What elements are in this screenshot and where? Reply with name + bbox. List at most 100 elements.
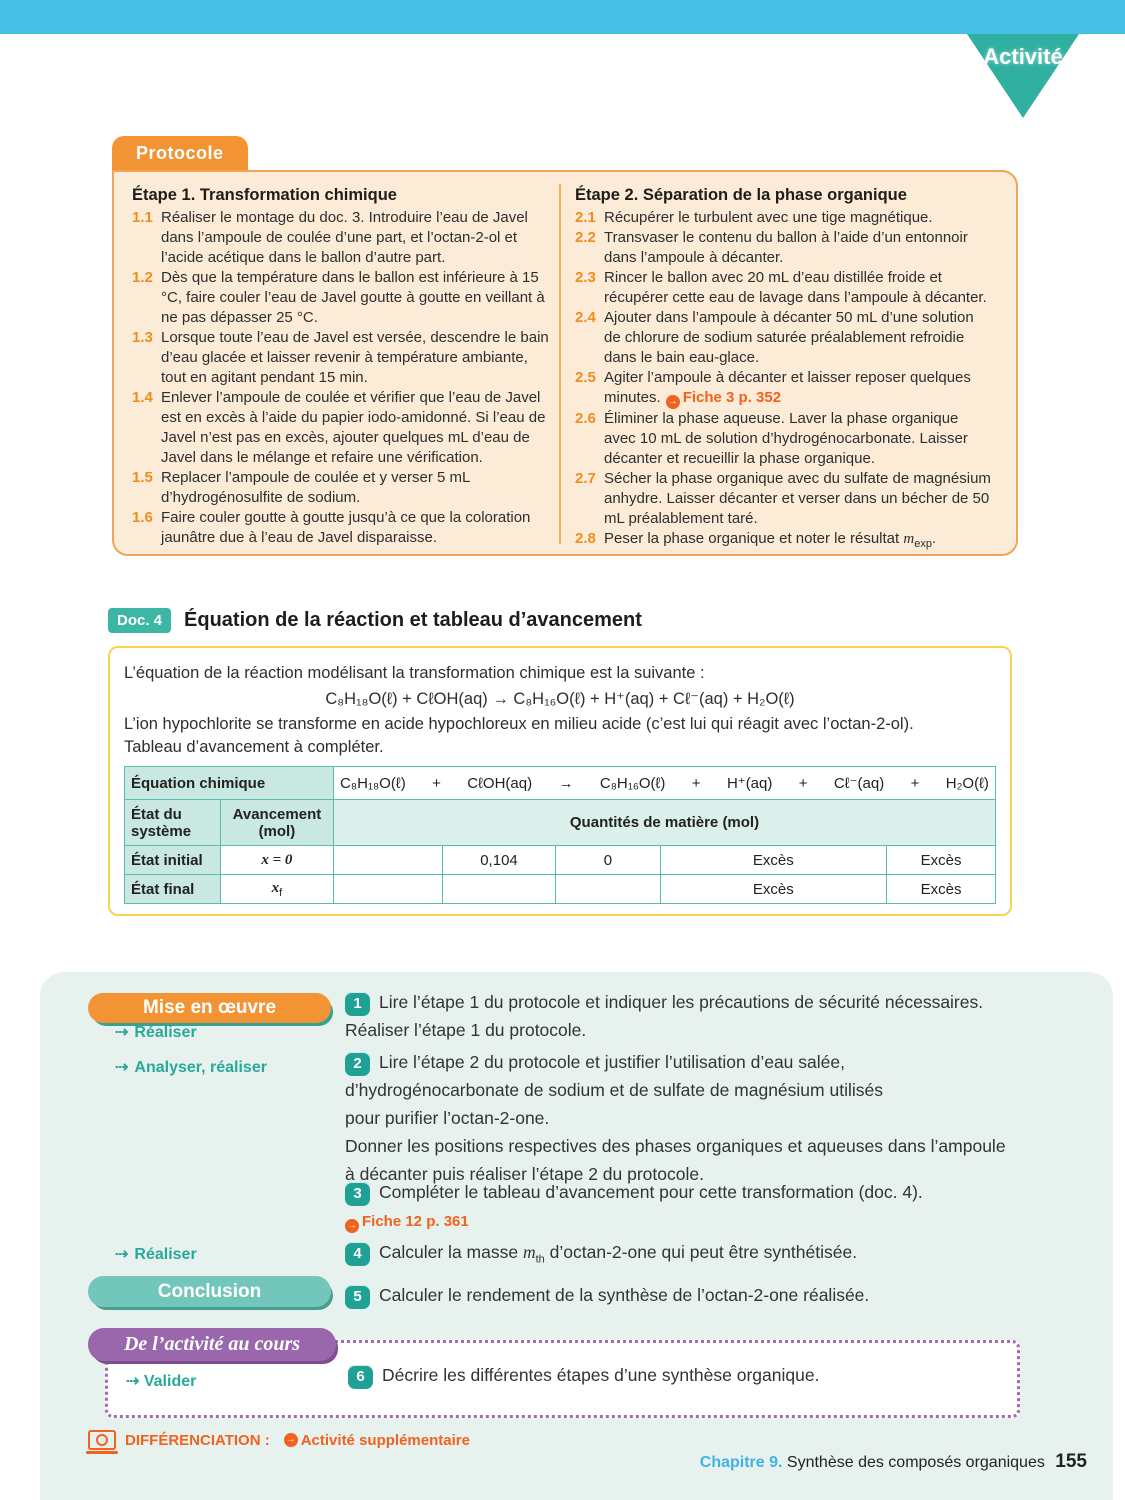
dashed-arrow-icon: ⇢ — [115, 1059, 129, 1076]
species: C₈H₁₈O(ℓ) — [340, 774, 406, 792]
arrow-circle-icon: → — [345, 1219, 359, 1233]
question-number-badge: 6 — [348, 1365, 373, 1389]
equation-cell: C₈H₁₈O(ℓ) + CℓOH(aq) → C₈H₁₆O(ℓ) + H⁺(aq… — [333, 766, 996, 800]
protocol-step: 2.6 Éliminer la phase aqueuse. Laver la … — [575, 409, 994, 469]
step-text: Faire couler goutte à goutte jusqu’à ce … — [161, 509, 531, 546]
question-1: 1 Lire l’étape 1 du protocole et indiquer… — [345, 988, 1057, 1044]
step-text: Réaliser le montage du doc. 3. Introduir… — [161, 209, 528, 266]
step-text: Replacer l’ampoule de coulée et y verser… — [161, 469, 470, 506]
final-state-row: État final xf Excès Excès — [124, 874, 996, 904]
qty-cell: 0,104 — [441, 845, 557, 875]
species: H₂O(ℓ) — [945, 774, 989, 792]
step-text-tail: . — [931, 530, 937, 547]
skill-realiser-2: ⇢ Réaliser — [115, 1244, 197, 1264]
step-text: Peser la phase organique et noter le rés… — [604, 529, 994, 554]
question-4: 4 Calculer la masse mth d’octan-2-one qui… — [345, 1238, 1057, 1274]
step-number: 1.3 — [132, 329, 153, 346]
top-cyan-band — [0, 0, 1125, 34]
protocol-step: 1.3 Lorsque toute l’eau de Javel est ver… — [132, 328, 551, 388]
chapter-title: Synthèse des composés organiques — [786, 1454, 1045, 1471]
protocol-step: 1.4 Enlever l’ampoule de coulée et vérif… — [132, 388, 551, 468]
question-number-badge: 4 — [345, 1242, 370, 1266]
fiche-reference-link[interactable]: → Fiche 3 p. 352 — [661, 389, 781, 409]
activity-flag-triangle — [967, 34, 1079, 118]
step-text: Transvaser le contenu du ballon à l’aide… — [604, 229, 968, 266]
fiche-reference-link[interactable]: → Fiche 12 p. 361 — [345, 1213, 469, 1233]
skill-label: Analyser, réaliser — [134, 1059, 267, 1076]
species: H⁺(aq) — [726, 775, 773, 792]
avancement-table: Équation chimique C₈H₁₈O(ℓ) + CℓOH(aq) →… — [123, 766, 996, 904]
question-text: Lire l’étape 1 du protocole et indiquer … — [345, 992, 984, 1040]
protocol-step: 2.2 Transvaser le contenu du ballon à l’… — [575, 228, 994, 268]
variable-x-sub: f — [279, 887, 283, 899]
skill-realiser-1: ⇢ Réaliser — [115, 1022, 197, 1042]
question-text: Compléter le tableau d’avancement pour c… — [379, 1182, 923, 1202]
question-number-badge: 2 — [345, 1052, 370, 1076]
differenciation-label: DIFFÉRENCIATION : — [125, 1431, 270, 1449]
question-6: 6 Décrire les différentes étapes d’une sy… — [348, 1365, 819, 1389]
arrow-circle-icon: → — [665, 395, 680, 409]
qty-cell: 0 — [555, 845, 661, 875]
qty-cell: Excès — [659, 874, 888, 904]
question-5: 5 Calculer le rendement de la synthèse de… — [345, 1281, 1057, 1309]
question-text-post: d’octan-2-one qui peut être synthétisée. — [544, 1242, 858, 1262]
question-text: Décrire les différentes étapes d’une syn… — [382, 1365, 820, 1385]
protocole-column-etape2: Étape 2. Séparation de la phase organiqu… — [559, 184, 1002, 550]
protocole-tab: Protocole — [112, 136, 248, 170]
doc4-box: L’équation de la réaction modélisant la … — [108, 646, 1012, 916]
skill-label: Réaliser — [134, 1024, 197, 1041]
question-text-pre: Calculer la masse — [379, 1242, 523, 1262]
table-header-row: État du système Avancement (mol) Quantit… — [124, 799, 996, 846]
step-text: Sécher la phase organique avec du sulfat… — [604, 470, 991, 527]
step-text: Ajouter dans l’ampoule à décanter 50 mL … — [604, 309, 974, 366]
step-text: Lorsque toute l’eau de Javel est versée,… — [161, 329, 549, 386]
step-number: 2.3 — [575, 269, 596, 286]
qty-cell: Excès — [659, 845, 888, 875]
protocol-step: 1.6 Faire couler goutte à goutte jusqu’à… — [132, 508, 551, 548]
protocol-step: 2.3 Rincer le ballon avec 20 mL d’eau di… — [575, 268, 994, 308]
plus-sign: + — [910, 774, 920, 792]
step-number: 1.1 — [132, 209, 153, 226]
etape1-title: Étape 1. Transformation chimique — [132, 186, 397, 204]
doc4-header: Doc. 4 Équation de la réaction et tablea… — [108, 608, 642, 633]
step-text: Éliminer la phase aqueuse. Laver la phas… — [604, 410, 968, 467]
qty-cell-empty[interactable] — [333, 845, 443, 875]
table-equation-row: Équation chimique C₈H₁₈O(ℓ) + CℓOH(aq) →… — [123, 766, 996, 800]
question-number-badge: 1 — [345, 992, 370, 1016]
state-header-cell: État du système — [124, 799, 221, 846]
differenciation-row: DIFFÉRENCIATION : → Activité supplémentai… — [86, 1430, 470, 1454]
dashed-arrow-icon: ⇢ — [126, 1373, 140, 1390]
avancement-initial: x = 0 — [219, 845, 335, 875]
species: C₈H₁₆O(ℓ) — [599, 774, 666, 792]
activity-flag-label: Activité — [983, 44, 1063, 69]
step-number: 2.6 — [575, 410, 596, 427]
variable-x: x — [271, 880, 280, 896]
protocol-step: 2.4 Ajouter dans l’ampoule à décanter 50… — [575, 308, 994, 368]
doc4-note2: Tableau d’avancement à compléter. — [124, 738, 384, 756]
activite-supplementaire-link[interactable]: → Activité supplémentaire — [279, 1432, 470, 1449]
question-2: 2 Lire l’étape 2 du protocole et justifie… — [345, 1048, 1057, 1188]
qty-cell-empty[interactable] — [333, 874, 443, 904]
question-number-badge: 3 — [345, 1182, 370, 1206]
skill-label: Valider — [143, 1373, 197, 1390]
qty-cell-empty[interactable] — [441, 874, 557, 904]
reaction-equation: C₈H₁₈O(ℓ) + CℓOH(aq) → C₈H₁₆O(ℓ) + H⁺(aq… — [325, 690, 795, 708]
initial-state-row: État initial x = 0 0,104 0 Excès Excès — [124, 845, 996, 875]
skill-analyser-realiser: ⇢ Analyser, réaliser — [115, 1057, 267, 1077]
step-text: Agiter l’ampoule à décanter et laisser r… — [604, 368, 994, 409]
plus-sign: + — [798, 774, 808, 792]
question-text: Lire l’étape 2 du protocole et justifier… — [345, 1052, 1006, 1184]
question-3: 3 Compléter le tableau d’avancement pour … — [345, 1178, 1057, 1206]
laptop-icon — [86, 1430, 118, 1454]
plus-sign: + — [691, 774, 701, 792]
variable-m-exp-sub: exp — [914, 538, 932, 550]
variable-m-th: m — [522, 1242, 536, 1262]
chapter-label: Chapitre 9. — [699, 1454, 783, 1471]
qty-cell: Excès — [886, 874, 996, 904]
page-footer: Chapitre 9. Synthèse des composés organi… — [700, 1451, 1087, 1473]
doc4-badge: Doc. 4 — [108, 608, 172, 633]
quantities-header-cell: Quantités de matière (mol) — [333, 799, 996, 846]
doc4-intro: L’équation de la réaction modélisant la … — [124, 664, 705, 682]
step-number: 2.7 — [575, 470, 596, 487]
qty-cell-empty[interactable] — [555, 874, 661, 904]
